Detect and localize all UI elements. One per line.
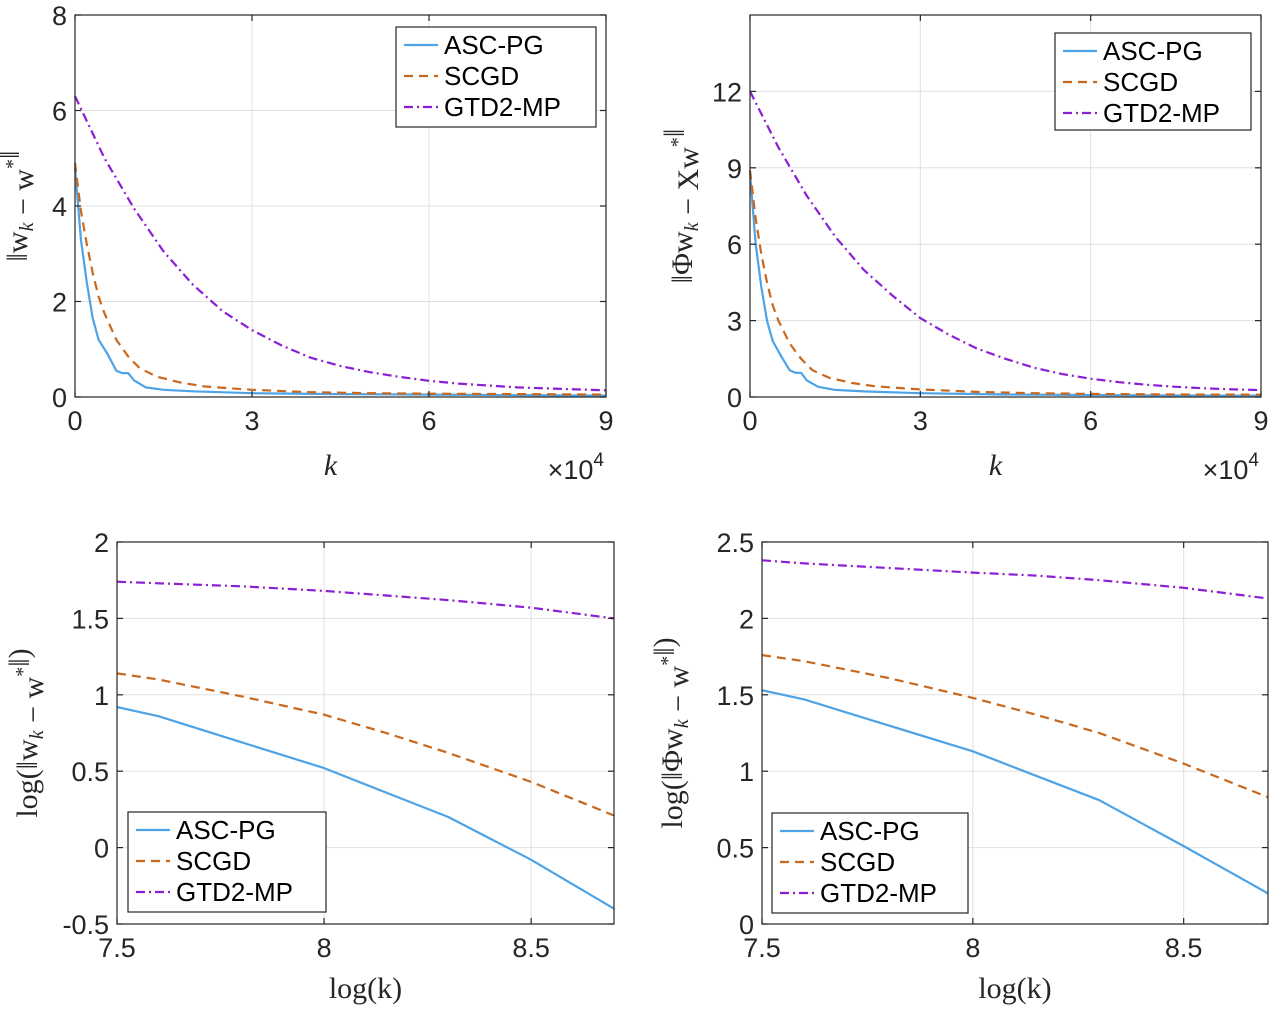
y-axis-label: log(‖Φwk − w*‖) [648, 637, 695, 828]
legend-label-asc-pg: ASC-PG [820, 816, 920, 846]
y-tick-label: 2.5 [716, 528, 754, 558]
y-axis-label: log(‖wk − w*‖) [3, 648, 50, 817]
x-tick-label: 0 [742, 406, 757, 436]
series-line-gtd2-mp [749, 90, 1262, 392]
y-axis-label: ‖wk − w*‖ [0, 150, 40, 261]
legend-label-asc-pg: ASC-PG [1103, 36, 1203, 66]
series-line-scgd [116, 672, 615, 817]
series-line-asc-pg [748, 172, 1262, 397]
y-tick-label: 12 [712, 77, 742, 107]
y-tick-label: 2 [52, 288, 67, 318]
x-tick-label: 8.5 [1165, 933, 1203, 963]
plot-frame [116, 541, 615, 925]
y-tick-label: 0 [52, 383, 67, 413]
x-axis-label: log(k) [978, 972, 1051, 1005]
legend-label-asc-pg: ASC-PG [444, 30, 544, 60]
y-tick-label: 1.5 [716, 681, 754, 711]
chart-panel-3: 7.5 8 8.5 -0.5 0 0.5 1 1.5 2 log(k) log(‖wk − w*‖)… [3, 528, 615, 1005]
y-tick-label: 4 [52, 192, 67, 222]
x-axis-label: k [989, 449, 1003, 482]
x-tick-label: 8 [965, 933, 980, 963]
x-exponent-label: ×104 [548, 450, 605, 485]
y-axis-label: ‖Φwk − Xw*‖ [658, 129, 705, 284]
legend-label-scgd: SCGD [820, 847, 895, 877]
series-line-scgd [748, 170, 1262, 396]
series-line-gtd2-mp [74, 95, 607, 392]
legend-box [771, 812, 969, 914]
x-tick-label: 8 [317, 933, 332, 963]
series-line-asc-pg [761, 689, 1269, 895]
legend-label-gtd2-mp: GTD2-MP [176, 877, 293, 907]
legend-label-scgd: SCGD [1103, 67, 1178, 97]
x-axis-label: log(k) [329, 972, 402, 1005]
y-tick-label: 0.5 [71, 757, 109, 787]
series-line-asc-pg [116, 705, 615, 910]
y-tick-label: 0 [94, 834, 109, 864]
y-tick-label: 0 [739, 910, 754, 940]
y-tick-label: 8 [52, 1, 67, 31]
series-line-gtd2-mp [761, 559, 1269, 600]
y-tick-label: 1 [94, 681, 109, 711]
legend-label-gtd2-mp: GTD2-MP [1103, 98, 1220, 128]
legend-label-gtd2-mp: GTD2-MP [820, 878, 937, 908]
y-tick-label: 2 [739, 604, 754, 634]
legend-label-scgd: SCGD [444, 61, 519, 91]
x-tick-label: 8.5 [512, 933, 550, 963]
plot-frame [761, 541, 1269, 925]
y-tick-label: 1.5 [71, 604, 109, 634]
y-tick-label: 1 [739, 757, 754, 787]
legend-box [127, 811, 327, 913]
legend-label-scgd: SCGD [176, 846, 251, 876]
chart-panel-2: 0 3 6 9 0 3 6 9 12 k ×104 ‖Φwk − Xw*‖ ASC-PGSCGDGTD2… [658, 14, 1269, 485]
series-line-scgd [761, 654, 1269, 799]
y-tick-label: 6 [727, 230, 742, 260]
x-tick-label: 6 [421, 406, 436, 436]
plot-frame [749, 14, 1262, 398]
y-tick-label: 9 [727, 154, 742, 184]
y-tick-label: -0.5 [62, 910, 109, 940]
chart-panel-4: 7.5 8 8.5 0 0.5 1 1.5 2 2.5 log(k) log(‖Φwk − w*‖)… [648, 528, 1269, 1005]
x-tick-label: 3 [244, 406, 259, 436]
y-tick-label: 0.5 [716, 834, 754, 864]
x-tick-label: 7.5 [743, 933, 781, 963]
x-tick-label: 6 [1083, 406, 1098, 436]
x-tick-label: 9 [1253, 406, 1268, 436]
series-line-gtd2-mp [116, 580, 615, 620]
x-tick-label: 9 [598, 406, 613, 436]
x-exponent-label: ×104 [1203, 450, 1260, 485]
legend-box [395, 26, 597, 128]
series-line-scgd [73, 162, 607, 396]
legend-label-asc-pg: ASC-PG [176, 815, 276, 845]
y-tick-label: 2 [94, 528, 109, 558]
series-line-asc-pg [73, 167, 607, 397]
y-tick-label: 6 [52, 97, 67, 127]
x-tick-label: 7.5 [98, 933, 136, 963]
y-tick-label: 3 [727, 307, 742, 337]
x-tick-label: 3 [913, 406, 928, 436]
legend-label-gtd2-mp: GTD2-MP [444, 92, 561, 122]
y-tick-label: 0 [727, 383, 742, 413]
x-axis-label: k [324, 449, 338, 482]
x-tick-label: 0 [67, 406, 82, 436]
